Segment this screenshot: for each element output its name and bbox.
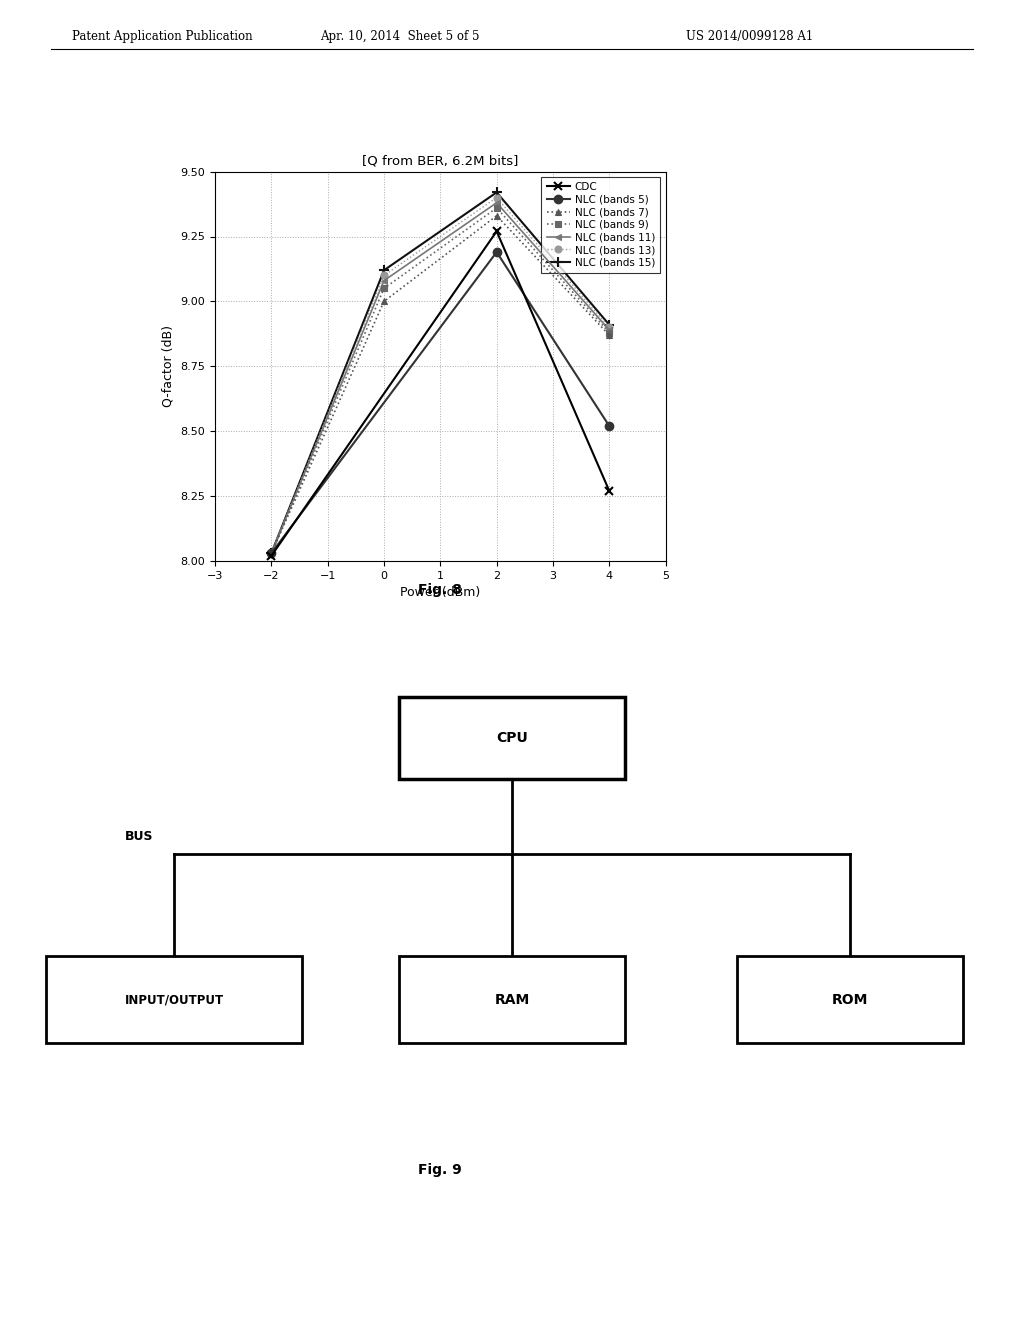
NLC (bands 5) [265, 545, 278, 561]
Legend: CDC, NLC (bands 5), NLC (bands 7), NLC (bands 9), NLC (bands 11), NLC (bands 13): CDC, NLC (bands 5), NLC (bands 7), NLC (… [542, 177, 660, 273]
Line: NLC (bands 11): NLC (bands 11) [268, 199, 612, 557]
Line: NLC (bands 13): NLC (bands 13) [268, 194, 612, 557]
CDC [603, 483, 615, 499]
NLC (bands 15) [265, 545, 278, 561]
NLC (bands 7) [603, 327, 615, 343]
Line: NLC (bands 5): NLC (bands 5) [267, 248, 613, 557]
Text: Fig. 8: Fig. 8 [419, 583, 462, 598]
Bar [399, 956, 625, 1043]
Line: NLC (bands 7): NLC (bands 7) [268, 213, 612, 557]
Text: US 2014/0099128 A1: US 2014/0099128 A1 [686, 30, 813, 44]
NLC (bands 7) [490, 207, 503, 223]
NLC (bands 13) [603, 319, 615, 335]
NLC (bands 5) [490, 244, 503, 260]
NLC (bands 9) [265, 545, 278, 561]
Text: INPUT/OUTPUT: INPUT/OUTPUT [125, 993, 223, 1006]
Text: Fig. 9: Fig. 9 [419, 1163, 462, 1177]
NLC (bands 11) [265, 545, 278, 561]
NLC (bands 11) [490, 195, 503, 211]
NLC (bands 9) [490, 201, 503, 216]
Text: Patent Application Publication: Patent Application Publication [72, 30, 252, 44]
Title: [Q from BER, 6.2M bits]: [Q from BER, 6.2M bits] [362, 154, 518, 168]
NLC (bands 11) [603, 322, 615, 338]
NLC (bands 7) [378, 293, 390, 309]
NLC (bands 13) [265, 545, 278, 561]
Line: NLC (bands 15): NLC (bands 15) [266, 187, 614, 558]
CDC [265, 548, 278, 564]
Line: NLC (bands 9): NLC (bands 9) [268, 205, 612, 557]
NLC (bands 15) [490, 185, 503, 201]
Text: ROM: ROM [831, 993, 868, 1007]
NLC (bands 7) [265, 545, 278, 561]
Text: RAM: RAM [495, 993, 529, 1007]
CDC [490, 223, 503, 239]
NLC (bands 13) [378, 268, 390, 284]
NLC (bands 13) [490, 190, 503, 206]
Bar [46, 956, 302, 1043]
Text: CPU: CPU [496, 731, 528, 746]
NLC (bands 9) [603, 325, 615, 341]
Line: CDC: CDC [267, 227, 613, 560]
Text: Apr. 10, 2014  Sheet 5 of 5: Apr. 10, 2014 Sheet 5 of 5 [319, 30, 479, 44]
NLC (bands 15) [603, 317, 615, 333]
Bar [399, 697, 625, 779]
NLC (bands 11) [378, 273, 390, 289]
X-axis label: Power (dBm): Power (dBm) [400, 586, 480, 599]
NLC (bands 15) [378, 263, 390, 279]
Text: BUS: BUS [125, 830, 154, 843]
NLC (bands 9) [378, 281, 390, 297]
Y-axis label: Q-factor (dB): Q-factor (dB) [162, 325, 175, 408]
NLC (bands 5) [603, 418, 615, 434]
Bar [737, 956, 963, 1043]
